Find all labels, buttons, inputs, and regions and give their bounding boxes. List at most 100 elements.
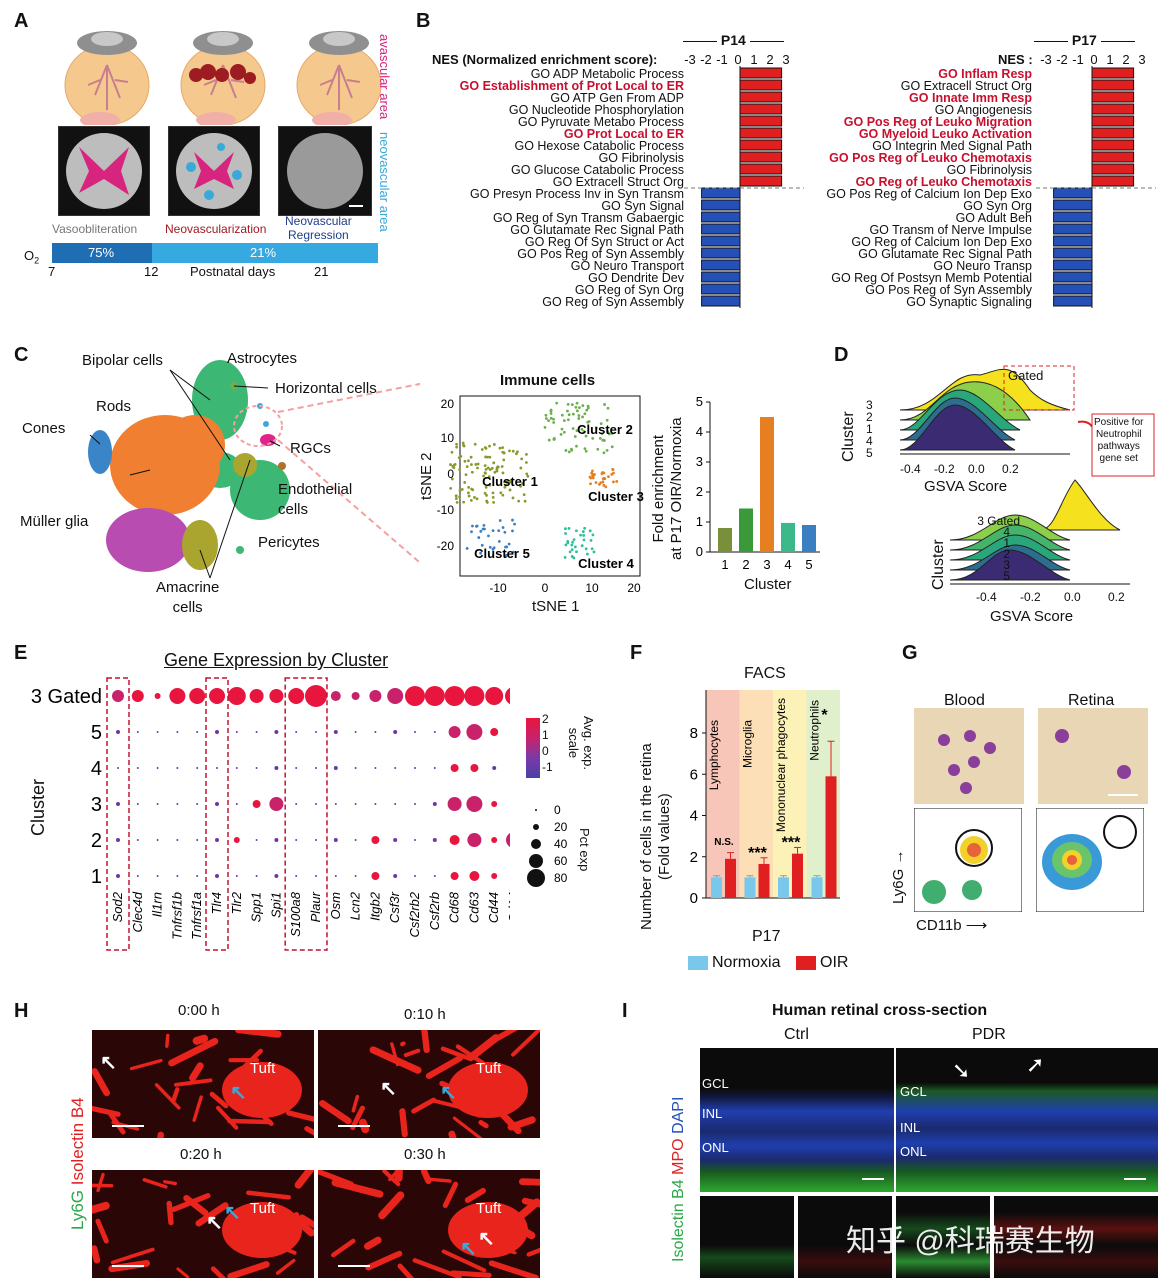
dot bbox=[156, 731, 159, 733]
nes-bar bbox=[701, 223, 741, 235]
go-term: GO Adult Beh bbox=[955, 211, 1032, 225]
dot bbox=[315, 875, 317, 877]
go-term: GO Pos Reg of Syn Assembly bbox=[865, 283, 1032, 297]
tsne-point bbox=[467, 494, 471, 498]
nes-bar bbox=[1053, 283, 1093, 295]
tsne-point bbox=[602, 439, 606, 442]
dot bbox=[466, 724, 483, 740]
retina-smear bbox=[1038, 708, 1148, 804]
fold-bar bbox=[760, 417, 774, 552]
fold-bar bbox=[781, 522, 795, 552]
cd11b-axis: CD11b ⟶ bbox=[916, 917, 988, 934]
pct-dot bbox=[533, 824, 539, 830]
dotplot-gene-label: Cd44 bbox=[486, 892, 501, 923]
facs-ytick: 2 bbox=[690, 849, 698, 866]
dot bbox=[215, 730, 219, 734]
tsne-point bbox=[526, 474, 530, 478]
tsne-point bbox=[483, 464, 487, 468]
tsne-point bbox=[485, 501, 489, 504]
dot bbox=[393, 730, 398, 734]
tsne-point bbox=[525, 472, 529, 476]
vessel bbox=[452, 1116, 483, 1138]
dot bbox=[330, 691, 341, 701]
go-term: GO Reg of Syn Assembly bbox=[542, 295, 684, 309]
o2-bar-75 bbox=[52, 243, 152, 263]
dotplot-gene-label: Clec4d bbox=[130, 891, 145, 932]
dotplot-gene-label: Spp1 bbox=[249, 892, 264, 922]
tsne-point bbox=[612, 480, 615, 484]
d-cluster-top: 5 bbox=[866, 446, 873, 460]
dot bbox=[315, 803, 317, 805]
dot bbox=[351, 692, 360, 700]
d-xtick-top: -0.4 bbox=[900, 462, 921, 476]
eye-drawings bbox=[64, 31, 382, 128]
exp-tick: 0 bbox=[542, 744, 549, 758]
tsne-point bbox=[508, 449, 511, 453]
tsne-point bbox=[511, 518, 514, 522]
tsne-point bbox=[615, 480, 619, 483]
d-cluster-bottom: 3 bbox=[1003, 558, 1010, 572]
fold-ytick: 3 bbox=[696, 454, 703, 469]
tsne-point bbox=[610, 432, 614, 435]
gsva-label-bottom: GSVA Score bbox=[990, 608, 1074, 625]
tsne-point bbox=[575, 401, 579, 405]
vessel bbox=[154, 1083, 181, 1110]
tsne-point bbox=[583, 412, 587, 416]
label-pericytes: Pericytes bbox=[258, 534, 320, 551]
eye-1 bbox=[64, 31, 150, 128]
facs-bar bbox=[825, 776, 837, 898]
nes-bar bbox=[701, 211, 741, 223]
nes-bar bbox=[1053, 295, 1093, 307]
eye-3 bbox=[296, 31, 382, 128]
tsne-point bbox=[586, 404, 590, 408]
go-term: GO Extracell Struct Org bbox=[900, 79, 1032, 93]
fold-ylabel: Fold enrichment at P17 OIR/Normoxia bbox=[650, 417, 685, 560]
nes-bar bbox=[701, 259, 741, 271]
vessel bbox=[411, 1097, 437, 1114]
tsne-point bbox=[591, 475, 595, 479]
vessel bbox=[209, 1091, 229, 1109]
tsne-point bbox=[564, 543, 568, 547]
dot bbox=[189, 688, 206, 704]
tsne-point bbox=[581, 530, 585, 533]
i-title: Human retinal cross-section bbox=[772, 1002, 988, 1019]
stage-regression: Neovascular Regression bbox=[285, 214, 352, 242]
stage-vasoobliteration: Vasoobliteration bbox=[52, 222, 138, 236]
dot bbox=[414, 731, 416, 733]
facs-bar bbox=[792, 853, 803, 898]
pct-dot bbox=[535, 809, 537, 811]
fold-xtick: 3 bbox=[763, 557, 770, 572]
nes-bar bbox=[739, 115, 783, 127]
tsne-point bbox=[458, 489, 462, 492]
go-term: GO Hexose Catabolic Process bbox=[514, 139, 684, 153]
dot bbox=[274, 730, 279, 734]
dot bbox=[255, 731, 258, 733]
nes-tick: -3 bbox=[684, 52, 696, 67]
nes-tick: 0 bbox=[1090, 52, 1098, 67]
dot bbox=[414, 875, 416, 877]
nes-label: NES (Normalized enrichment score): bbox=[432, 52, 658, 67]
d-xtick-bottom: -0.2 bbox=[1020, 590, 1041, 604]
dot bbox=[424, 686, 445, 706]
dot bbox=[295, 767, 298, 769]
d-cluster-bottom: 5 bbox=[1003, 569, 1010, 583]
tsne-point bbox=[591, 436, 595, 440]
label-amacrine: Amacrine cells bbox=[156, 579, 220, 616]
tsne-point bbox=[487, 534, 490, 538]
vessel bbox=[478, 1119, 489, 1129]
tsne-point bbox=[577, 417, 581, 420]
panel-label-f: F bbox=[630, 642, 643, 664]
dot bbox=[414, 839, 416, 841]
tsne-point bbox=[575, 409, 579, 413]
d-cluster-top: 2 bbox=[866, 410, 873, 424]
tsne-point bbox=[560, 413, 564, 417]
vessel bbox=[234, 1030, 282, 1038]
dotplot-row-label: 4 bbox=[91, 758, 102, 780]
tsne-point bbox=[470, 530, 473, 534]
nes-bar bbox=[1053, 235, 1093, 247]
o2-label: O2 bbox=[24, 248, 40, 266]
vessel bbox=[174, 1078, 213, 1087]
ly6g-axis: Ly6G → bbox=[890, 849, 907, 904]
tsne-point bbox=[581, 415, 584, 419]
tuft-label: Tuft bbox=[476, 1060, 502, 1077]
